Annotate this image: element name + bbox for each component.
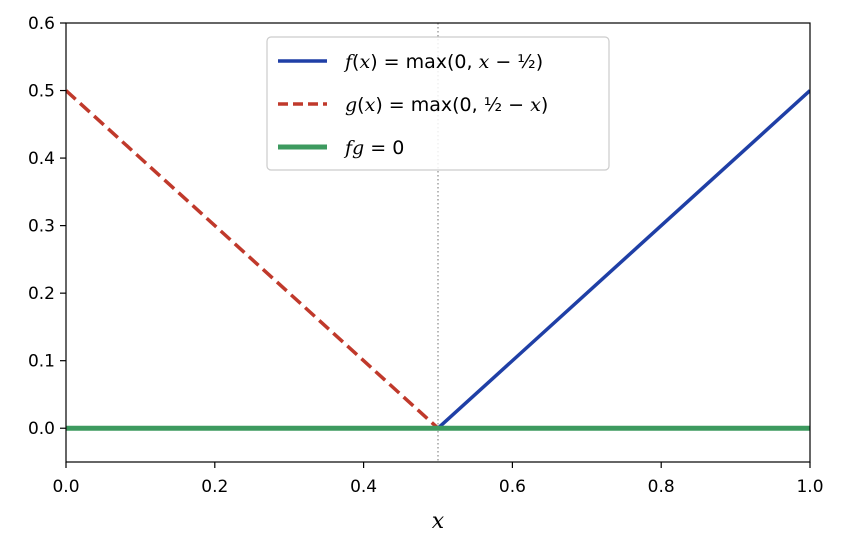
y-tick-label: 0.1 [28, 352, 55, 372]
series-line-2 [66, 89, 440, 430]
y-tick-label: 0.2 [28, 284, 55, 304]
x-axis-title: x [432, 509, 445, 534]
y-tick-label: 0.6 [28, 14, 55, 34]
legend-label-3: fg = 0 [343, 137, 404, 159]
legend-label-2: g(x) = max(0, ½ − x) [345, 94, 548, 116]
series-group [66, 89, 810, 431]
x-tick-label: 1.0 [796, 477, 823, 497]
x-tick-label: 0.2 [201, 477, 228, 497]
x-tick-label: 0.8 [648, 477, 675, 497]
legend-label-1: f(x) = max(0, x − ½) [343, 51, 543, 73]
axes: 0.0 0.2 0.4 0.6 0.8 1.0 0.0 0.1 0.2 0.3 0.4 0.5 0.6 [28, 14, 824, 497]
legend-box [266, 36, 610, 171]
x-tick-label: 0.4 [350, 477, 377, 497]
y-tick-label: 0.4 [28, 149, 55, 169]
legend: f(x) = max(0, x − ½) g(x) = max(0, ½ − x)… [266, 36, 610, 171]
x-tick-label: 0.0 [52, 477, 79, 497]
series-line-1 [436, 89, 810, 430]
axes-frame [65, 22, 811, 463]
y-tick-label: 0.5 [28, 82, 55, 102]
y-tick-label: 0.3 [28, 217, 55, 237]
x-tick-label: 0.6 [499, 477, 526, 497]
y-tick-label: 0.0 [28, 419, 55, 439]
